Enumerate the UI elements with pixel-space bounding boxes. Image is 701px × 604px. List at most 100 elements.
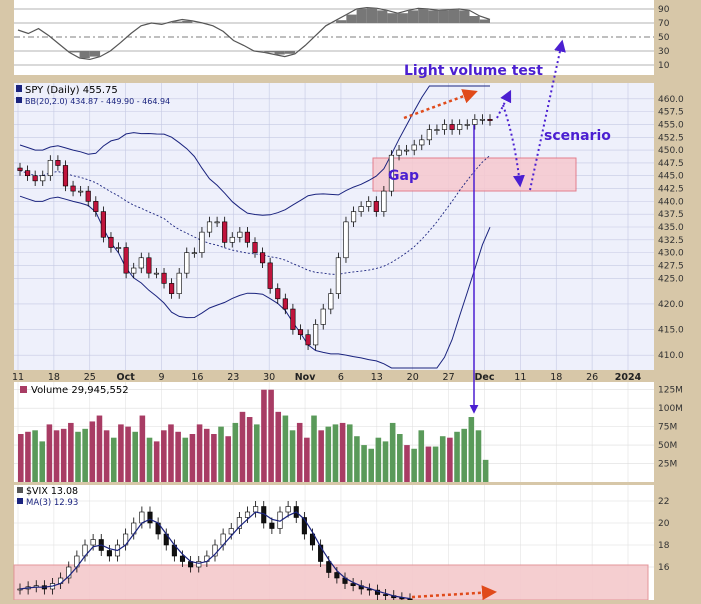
volume-bar <box>326 427 332 482</box>
rsi-overbought-fill <box>387 13 397 23</box>
date-tick-label: 20 <box>407 372 419 383</box>
volume-bar <box>297 423 303 482</box>
rsi-tick-label: 90 <box>658 5 670 15</box>
date-tick-label: 30 <box>263 372 275 383</box>
price-candle <box>230 237 235 242</box>
date-tick-label: 9 <box>159 372 165 383</box>
date-tick-label: 26 <box>586 372 598 383</box>
rsi-tick-label: 30 <box>658 47 670 57</box>
price-candle <box>200 232 205 253</box>
price-tick-label: 450.0 <box>658 146 684 156</box>
volume-bar <box>411 449 417 482</box>
volume-bar <box>175 432 181 482</box>
price-candle <box>397 150 402 155</box>
rsi-overbought-fill <box>418 9 428 23</box>
date-tick-label: 25 <box>84 372 96 383</box>
price-tick-label: 455.0 <box>658 120 684 130</box>
price-candle <box>351 212 356 222</box>
volume-bar <box>440 436 446 482</box>
price-candle <box>336 258 341 294</box>
price-candle <box>18 168 23 171</box>
price-tick-label: 440.0 <box>658 197 684 207</box>
price-candle <box>480 119 485 120</box>
date-tick-label: Dec <box>474 372 494 383</box>
volume-bar <box>211 434 217 482</box>
rsi-oversold-fill <box>90 51 100 57</box>
volume-bar <box>140 416 146 482</box>
vix-tick-label: 22 <box>658 497 669 507</box>
price-tick-label: 432.5 <box>658 236 684 246</box>
price-candle <box>139 258 144 268</box>
volume-bar <box>132 432 138 482</box>
price-candle <box>404 150 409 151</box>
volume-bar <box>483 460 489 482</box>
light-volume-test-label: Light volume test <box>404 63 543 79</box>
spy-legend-swatch <box>16 85 22 92</box>
volume-bar <box>397 434 403 482</box>
volume-bar <box>197 424 203 482</box>
scenario-label: scenario <box>544 128 611 144</box>
volume-bar <box>275 412 281 482</box>
rsi-overbought-fill <box>182 21 192 23</box>
rsi-oversold-fill <box>80 51 90 58</box>
rsi-overbought-fill <box>336 20 346 23</box>
volume-bar <box>111 438 117 482</box>
vix-tick-label: 18 <box>658 541 670 551</box>
volume-bar <box>125 427 131 482</box>
volume-bar <box>476 430 482 482</box>
price-candle <box>71 186 76 191</box>
spy-legend-label: SPY (Daily) 455.75 <box>25 85 118 96</box>
volume-bar <box>318 430 324 482</box>
date-tick-label: 18 <box>48 372 60 383</box>
rsi-overbought-fill <box>480 20 490 24</box>
vix-tick-label: 16 <box>658 563 670 573</box>
rsi-overbought-fill <box>469 16 479 23</box>
volume-bar <box>154 441 160 482</box>
rsi-oversold-fill <box>69 51 79 52</box>
volume-bar <box>340 423 346 482</box>
price-candle <box>101 212 106 238</box>
price-candle <box>78 191 83 192</box>
vix-candle <box>229 529 233 535</box>
price-candle <box>215 222 220 223</box>
price-candle <box>275 289 280 299</box>
price-candle <box>131 268 136 273</box>
rsi-tick-label: 10 <box>658 61 670 71</box>
volume-bar <box>204 429 210 482</box>
price-candle <box>147 258 152 273</box>
rsi-overbought-fill <box>346 15 356 23</box>
price-candle <box>116 248 121 249</box>
volume-legend-label: Volume 29,945,552 <box>31 385 129 396</box>
volume-tick-label: 50M <box>658 441 677 451</box>
price-candle <box>450 124 455 129</box>
price-tick-label: 435.0 <box>658 223 684 233</box>
volume-bar <box>182 438 188 482</box>
price-candle <box>94 201 99 211</box>
volume-bar <box>161 430 167 482</box>
date-tick-label: 11 <box>12 372 24 383</box>
volume-bar <box>354 436 360 482</box>
price-candle <box>238 232 243 237</box>
price-candle <box>313 324 318 345</box>
price-candle <box>329 294 334 309</box>
vix-candle <box>335 573 339 579</box>
date-tick-label: 13 <box>371 372 383 383</box>
date-tick-label: 23 <box>227 372 239 383</box>
price-candle <box>56 160 61 165</box>
volume-bar <box>118 424 124 482</box>
price-candle <box>162 273 167 283</box>
price-candle <box>465 124 470 125</box>
date-tick-label: Oct <box>117 372 136 383</box>
price-candle <box>222 222 227 243</box>
rsi-tick-label: 50 <box>658 33 670 43</box>
volume-bar <box>383 441 389 482</box>
price-candle <box>344 222 349 258</box>
vix-candle <box>286 507 290 513</box>
price-candle <box>109 237 114 247</box>
price-candle <box>33 176 38 181</box>
price-candle <box>306 335 311 345</box>
price-candle <box>420 140 425 145</box>
volume-bar <box>361 445 367 482</box>
